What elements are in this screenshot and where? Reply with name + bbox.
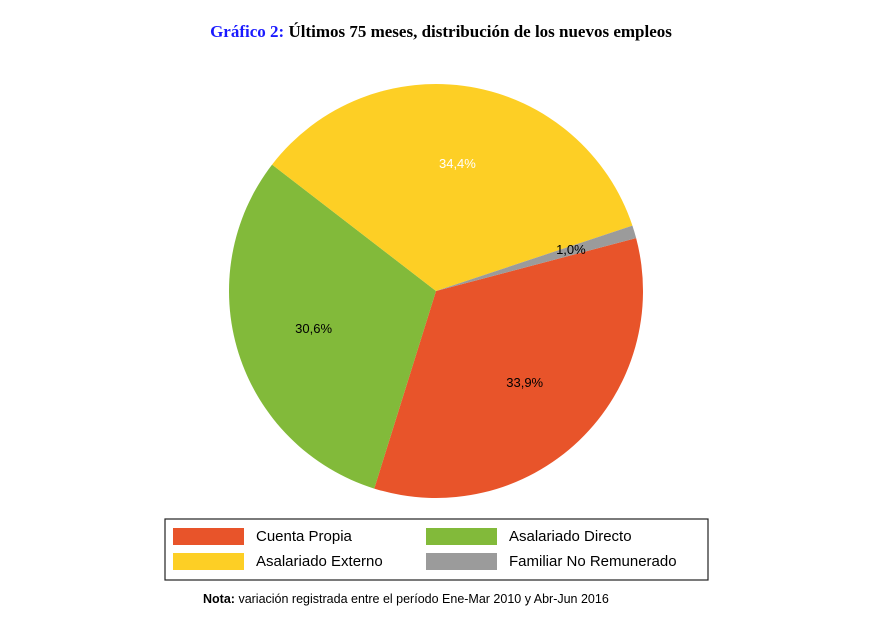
legend-label: Asalariado Externo: [256, 553, 383, 570]
legend: Cuenta Propia Asalariado Directo Asalariad…: [173, 528, 677, 570]
pie: 33,9% 30,6% 34,4% 1,0%: [228, 84, 643, 499]
legend-swatch: [426, 553, 497, 570]
title-text: Últimos 75 meses, distribución de los nu…: [288, 22, 672, 41]
note: Nota: variación registrada entre el perí…: [203, 592, 609, 606]
legend-swatch: [173, 553, 244, 570]
legend-swatch: [426, 528, 497, 545]
title-label: Gráfico 2:: [210, 22, 284, 41]
value-label: 34,4%: [439, 156, 476, 171]
legend-swatch: [173, 528, 244, 545]
legend-label: Asalariado Directo: [509, 528, 632, 545]
value-label: 30,6%: [295, 321, 332, 336]
legend-label: Familiar No Remunerado: [509, 553, 677, 570]
chart-title: Gráfico 2: Últimos 75 meses, distribució…: [210, 22, 672, 41]
pie-slice: [436, 225, 637, 291]
legend-label: Cuenta Propia: [256, 528, 353, 545]
value-label: 33,9%: [506, 375, 543, 390]
note-label: Nota:: [203, 592, 235, 606]
pie-slice: [374, 238, 643, 499]
pie-slice: [228, 164, 436, 489]
note-text: variación registrada entre el período En…: [238, 592, 608, 606]
pie-slice: [272, 84, 633, 292]
value-label: 1,0%: [556, 242, 586, 257]
